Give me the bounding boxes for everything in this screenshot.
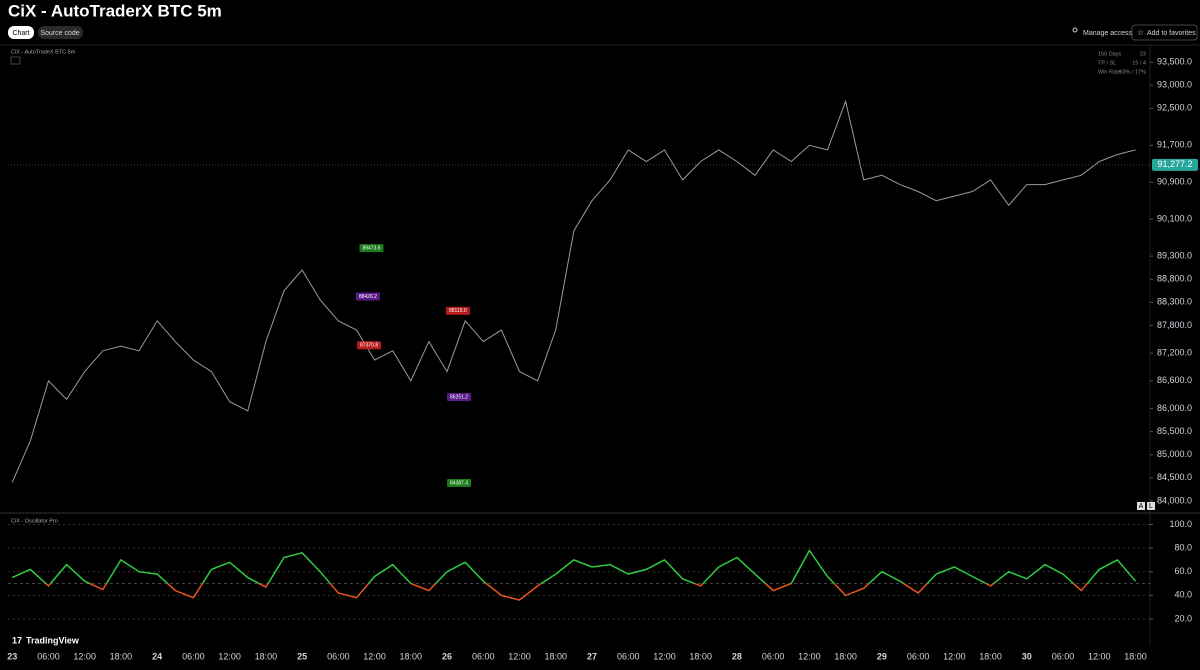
y-tick-label: 85,500.0 — [1157, 426, 1192, 436]
x-tick-label: 12:00 — [363, 651, 386, 661]
last-price-tag — [1152, 158, 1198, 171]
action[interactable]: Add to favorites — [1147, 30, 1196, 37]
x-tick-label: 06:00 — [617, 651, 640, 661]
x-tick-label: 06:00 — [762, 651, 785, 661]
x-tick-label: 06:00 — [1052, 651, 1075, 661]
annotation-label: 88426.2 — [359, 294, 377, 300]
tab-bg[interactable] — [38, 26, 83, 39]
x-tick-label: 18:00 — [110, 651, 133, 661]
x-tick-label: 23 — [7, 651, 17, 661]
x-tick-label: 06:00 — [907, 651, 930, 661]
branding: TradingView — [26, 635, 80, 645]
x-tick-label: 24 — [152, 651, 162, 661]
stat-cell: 23 — [1140, 51, 1146, 57]
stat-cell: Win Rate — [1098, 69, 1121, 75]
x-tick-label: 28 — [732, 651, 742, 661]
stat-cell: 83% / 17% — [1119, 69, 1146, 75]
page-title: CiX - AutoTraderX BTC 5m — [8, 1, 222, 20]
scale-label[interactable]: L — [1149, 503, 1153, 510]
tab[interactable]: Source code — [40, 30, 79, 37]
x-tick-label: 30 — [1022, 651, 1032, 661]
y-tick-label: 87,200.0 — [1157, 348, 1192, 358]
annotation-label: 88115.0 — [449, 308, 467, 314]
y-tick-label: 20.0 — [1174, 613, 1192, 623]
x-tick-label: 12:00 — [1088, 651, 1111, 661]
annotation-label: 86251.2 — [450, 394, 468, 400]
x-tick-label: 18:00 — [400, 651, 423, 661]
x-tick-label: 06:00 — [472, 651, 495, 661]
y-tick-label: 90,900.0 — [1157, 177, 1192, 187]
tab[interactable]: Chart — [12, 30, 29, 37]
x-tick-label: 12:00 — [73, 651, 96, 661]
x-tick-label: 26 — [442, 651, 452, 661]
scale-button[interactable] — [1147, 502, 1155, 510]
stat-cell: 19 / 4 — [1132, 60, 1146, 66]
x-tick-label: 12:00 — [943, 651, 966, 661]
x-tick-label: 27 — [587, 651, 597, 661]
x-tick-label: 12:00 — [653, 651, 676, 661]
y-tick-label: 91,700.0 — [1157, 140, 1192, 150]
last-price-label: 91,277.2 — [1157, 159, 1192, 169]
y-tick-label: 88,300.0 — [1157, 297, 1192, 307]
x-tick-label: 06:00 — [37, 651, 60, 661]
y-tick-label: 86,000.0 — [1157, 403, 1192, 413]
x-tick-label: 18:00 — [255, 651, 278, 661]
tab-bg[interactable] — [8, 26, 34, 39]
y-tick-label: 86,600.0 — [1157, 375, 1192, 385]
y-tick-label: 89,300.0 — [1157, 251, 1192, 261]
annotation-tag — [447, 392, 472, 401]
annotation-tag — [355, 292, 380, 301]
price-line — [11, 549, 1137, 601]
pane-title: CiX - Oscillator Pro — [11, 518, 58, 524]
favorite-button[interactable] — [1131, 24, 1198, 41]
x-tick-label: 18:00 — [834, 651, 857, 661]
x-tick-label: 18:00 — [979, 651, 1002, 661]
action[interactable]: Manage access — [1083, 30, 1133, 37]
y-tick-label: 100.0 — [1169, 519, 1192, 529]
annotation-label: 84387.4 — [450, 480, 468, 486]
y-tick-label: 87,800.0 — [1157, 320, 1192, 330]
annotation-label: 89473.6 — [362, 245, 380, 251]
x-tick-label: 06:00 — [327, 651, 350, 661]
pane-title: CiX - AutoTradeX BTC 5m — [11, 49, 76, 55]
y-tick-label: 88,800.0 — [1157, 274, 1192, 284]
annotation-tag — [359, 244, 384, 253]
annotation-label: 87370.8 — [360, 343, 378, 349]
x-tick-label: 12:00 — [218, 651, 241, 661]
price-line — [11, 99, 1136, 483]
x-tick-label: 06:00 — [182, 651, 205, 661]
y-tick-label: 80.0 — [1174, 542, 1192, 552]
x-tick-label: 12:00 — [798, 651, 821, 661]
y-tick-label: 85,000.0 — [1157, 449, 1192, 459]
star-icon[interactable]: ☆ — [1137, 28, 1144, 37]
y-tick-label: 40.0 — [1174, 590, 1192, 600]
x-tick-label: 12:00 — [508, 651, 531, 661]
annotation-tag — [445, 306, 470, 315]
x-tick-label: 29 — [877, 651, 887, 661]
scale-button[interactable] — [1137, 502, 1145, 510]
y-tick-label: 84,500.0 — [1157, 472, 1192, 482]
stat-cell: 150 Days — [1098, 51, 1121, 57]
x-tick-label: 18:00 — [1124, 651, 1147, 661]
y-tick-label: 93,000.0 — [1157, 80, 1192, 90]
user-icon[interactable] — [1072, 27, 1078, 33]
y-tick-label: 92,500.0 — [1157, 103, 1192, 113]
y-tick-label: 84,000.0 — [1157, 495, 1192, 505]
x-tick-label: 18:00 — [689, 651, 712, 661]
y-tick-label: 93,500.0 — [1157, 57, 1192, 67]
annotation-tag — [357, 341, 382, 350]
x-tick-label: 25 — [297, 651, 307, 661]
scale-label[interactable]: A — [1139, 503, 1144, 510]
y-tick-label: 60.0 — [1174, 566, 1192, 576]
stat-cell: TP / SL — [1098, 60, 1116, 66]
x-tick-label: 18:00 — [544, 651, 567, 661]
y-tick-label: 90,100.0 — [1157, 214, 1192, 224]
collapse-button[interactable] — [10, 56, 21, 65]
logo: 17 — [12, 635, 22, 645]
annotation-tag — [447, 479, 472, 488]
